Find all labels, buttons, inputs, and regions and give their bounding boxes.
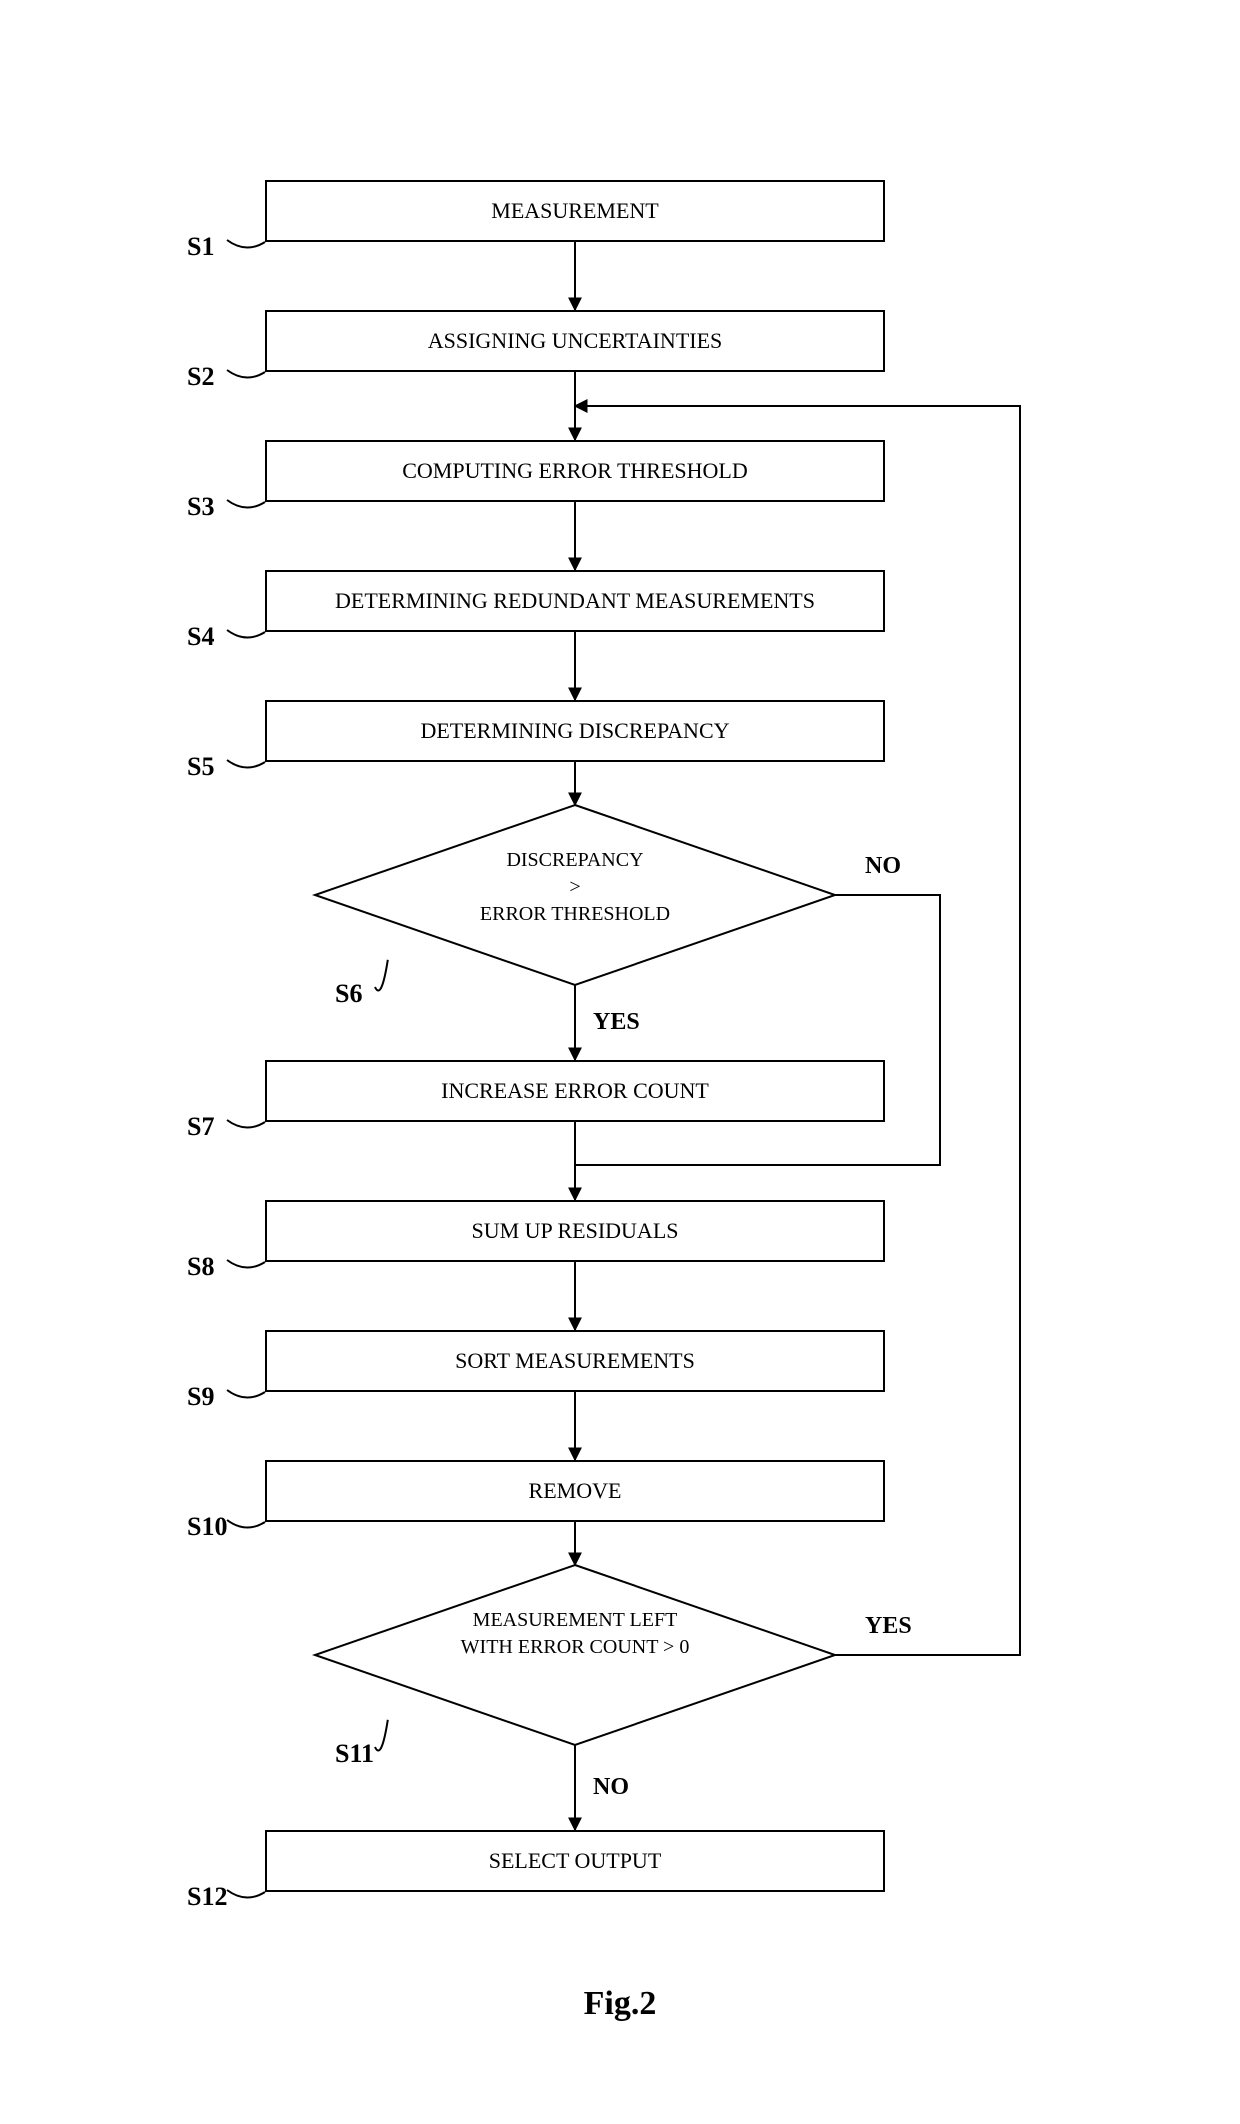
step-label-s8: S8	[187, 1252, 214, 1282]
process-s9: SORT MEASUREMENTS	[265, 1330, 885, 1392]
step-label-s5: S5	[187, 752, 214, 782]
step-label-s7: S7	[187, 1112, 214, 1142]
decision-label-s11: MEASUREMENT LEFT WITH ERROR COUNT > 0	[375, 1607, 775, 1661]
leader-line	[375, 960, 388, 991]
process-label: DETERMINING REDUNDANT MEASUREMENTS	[335, 588, 815, 614]
process-s12: SELECT OUTPUT	[265, 1830, 885, 1892]
process-s10: REMOVE	[265, 1460, 885, 1522]
decision-text: DISCREPANCY > ERROR THRESHOLD	[480, 849, 670, 925]
step-label-s11: S11	[335, 1739, 374, 1769]
step-label-s3: S3	[187, 492, 214, 522]
process-label: DETERMINING DISCREPANCY	[420, 718, 729, 744]
process-s2: ASSIGNING UNCERTAINTIES	[265, 310, 885, 372]
process-label: COMPUTING ERROR THRESHOLD	[402, 458, 748, 484]
step-label-s6: S6	[335, 979, 362, 1009]
figure-caption: Fig.2	[0, 1985, 1240, 2023]
leader-line	[375, 1720, 388, 1751]
step-label-s10: S10	[187, 1512, 227, 1542]
leader-line	[227, 760, 265, 768]
leader-line	[227, 630, 265, 638]
process-label: REMOVE	[529, 1478, 622, 1504]
leader-line	[227, 1120, 265, 1128]
leader-line	[227, 370, 265, 378]
leader-line	[227, 1390, 265, 1398]
process-s1: MEASUREMENT	[265, 180, 885, 242]
step-label-s4: S4	[187, 622, 214, 652]
step-label-s2: S2	[187, 362, 214, 392]
process-label: SELECT OUTPUT	[489, 1848, 662, 1874]
process-label: INCREASE ERROR COUNT	[441, 1078, 709, 1104]
leader-line	[227, 1260, 265, 1268]
flowchart-canvas: YESNONOYESMEASUREMENTS1ASSIGNING UNCERTA…	[0, 0, 1240, 2124]
process-label: MEASUREMENT	[491, 198, 658, 224]
process-s3: COMPUTING ERROR THRESHOLD	[265, 440, 885, 502]
process-s7: INCREASE ERROR COUNT	[265, 1060, 885, 1122]
leader-line	[227, 1890, 265, 1898]
process-label: SUM UP RESIDUALS	[471, 1218, 678, 1244]
leader-line	[227, 240, 265, 248]
step-label-s1: S1	[187, 232, 214, 262]
process-s5: DETERMINING DISCREPANCY	[265, 700, 885, 762]
leader-line	[227, 500, 265, 508]
process-s8: SUM UP RESIDUALS	[265, 1200, 885, 1262]
leader-line	[227, 1520, 265, 1528]
process-s4: DETERMINING REDUNDANT MEASUREMENTS	[265, 570, 885, 632]
decision-label-s6: DISCREPANCY > ERROR THRESHOLD	[375, 847, 775, 928]
decision-text: MEASUREMENT LEFT WITH ERROR COUNT > 0	[461, 1609, 690, 1658]
step-label-s12: S12	[187, 1882, 227, 1912]
step-label-s9: S9	[187, 1382, 214, 1412]
process-label: SORT MEASUREMENTS	[455, 1348, 695, 1374]
process-label: ASSIGNING UNCERTAINTIES	[428, 328, 723, 354]
